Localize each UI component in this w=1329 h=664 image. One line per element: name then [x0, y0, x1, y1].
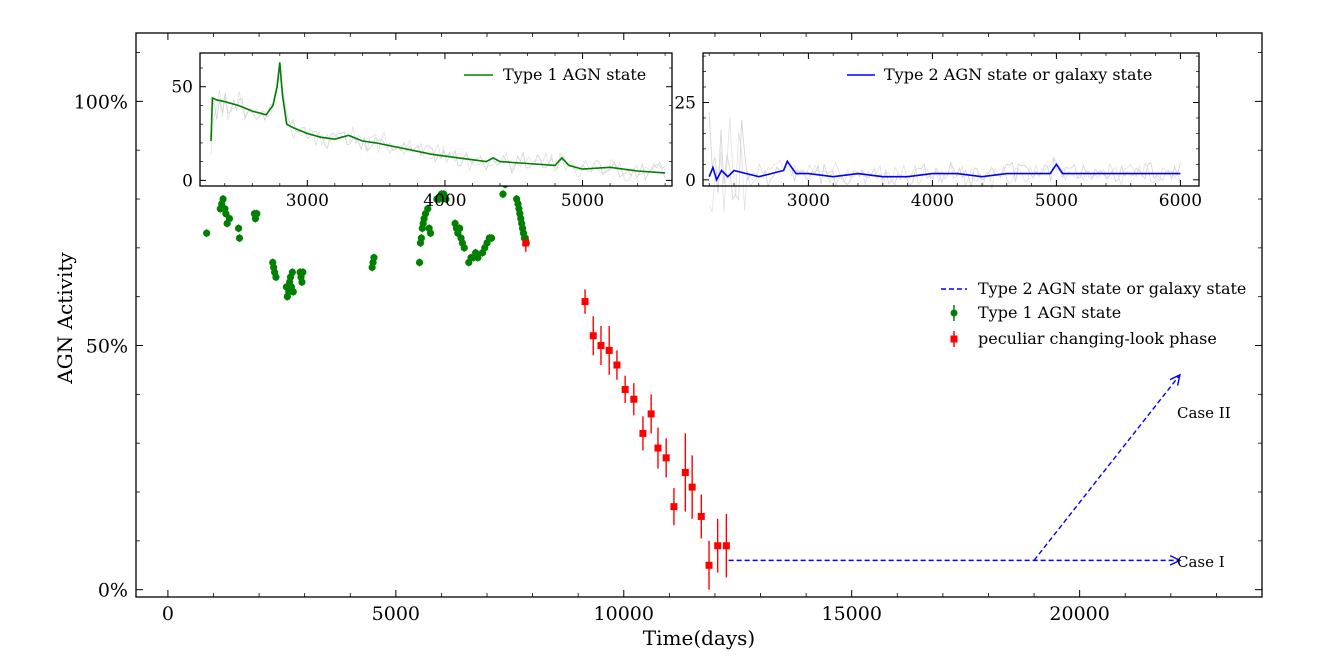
type1-point: [474, 254, 482, 262]
changing-look-point: [613, 361, 621, 369]
inset2-series-line: [708, 159, 1181, 182]
type1-point: [289, 288, 297, 296]
type1-point: [487, 234, 496, 242]
inset-y-tick-label: 25: [674, 93, 696, 113]
changing-look-point: [714, 542, 722, 550]
changing-look-point: [697, 512, 705, 520]
type1-point: [219, 195, 227, 203]
y-axis-label: AGN Activity: [53, 252, 77, 385]
type1-point: [426, 229, 435, 237]
changing-look-point: [670, 503, 678, 511]
type1-point: [460, 244, 468, 252]
case-i-projection-arrowhead: [1169, 554, 1182, 566]
x-tick-label: 20000: [1049, 603, 1109, 625]
main-legend: Type 2 AGN state or galaxy state Type 1 …: [941, 279, 1246, 348]
inset-type1: 3000 4000 5000 0 50 Type 1 AGN state: [171, 52, 673, 211]
changing-look-points: [522, 239, 730, 569]
y-tick-label: 0%: [98, 580, 128, 602]
inset1-y-ticks: 0 50: [171, 67, 672, 191]
main-y-ticks: 0% 50% 100%: [74, 52, 1262, 602]
type1-point: [456, 224, 464, 232]
changing-look-point: [705, 561, 713, 569]
legend-type1-label: Type 1 AGN state: [978, 303, 1121, 322]
type1-point: [370, 254, 378, 262]
type1-point: [234, 224, 243, 232]
type1-point: [442, 195, 450, 203]
type1-point: [253, 210, 261, 218]
type2-projection-lines: [728, 373, 1182, 566]
changing-look-errorbars: [525, 234, 728, 590]
x-axis-label: Time(days): [643, 626, 755, 650]
type1-points: [203, 146, 530, 301]
type1-point: [424, 205, 432, 213]
noise-trace: [708, 116, 1181, 214]
inset-x-tick-label: 6000: [1159, 191, 1202, 211]
type1-point: [203, 229, 211, 237]
type1-point: [288, 268, 296, 276]
inset-type2: 3000 4000 5000 6000 0 25 Type 2 AGN state or…: [674, 52, 1202, 214]
y-tick-label: 50%: [86, 336, 128, 358]
changing-look-point: [605, 346, 613, 354]
inset-x-tick-label: 3000: [286, 191, 329, 211]
type1-point: [415, 258, 424, 267]
legend-cl-marker: [950, 335, 958, 343]
case-i-label: Case I: [1177, 553, 1225, 571]
inset2-y-ticks: 0 25: [674, 55, 1199, 191]
changing-look-point: [722, 542, 730, 550]
changing-look-point: [522, 239, 530, 247]
changing-look-point: [597, 342, 605, 350]
type1-point: [235, 234, 244, 242]
type1-point: [272, 273, 280, 281]
type1-point: [417, 234, 425, 242]
inset-x-tick-label: 5000: [561, 191, 604, 211]
inset-x-tick-label: 4000: [423, 191, 466, 211]
case-ii-projection-arrowhead: [1169, 373, 1181, 386]
changing-look-point: [662, 454, 670, 462]
main-plot-frame: [135, 32, 1263, 598]
inset2-frame: [702, 52, 1200, 187]
changing-look-point: [688, 483, 696, 491]
type1-point: [298, 278, 306, 286]
changing-look-point: [654, 444, 662, 452]
inset-x-tick-label: 3000: [787, 191, 830, 211]
changing-look-point: [647, 410, 655, 418]
changing-look-point: [589, 332, 597, 340]
inset-x-tick-label: 4000: [911, 191, 954, 211]
x-tick-label: 15000: [821, 603, 881, 625]
inset1-x-ticks: 3000 4000 5000: [224, 53, 666, 211]
inset2-x-ticks: 3000 4000 5000 6000: [708, 53, 1202, 211]
x-tick-label: 10000: [594, 603, 654, 625]
y-tick-label: 100%: [74, 91, 128, 113]
type1-point: [299, 268, 307, 276]
legend-type2-label: Type 2 AGN state or galaxy state: [978, 279, 1246, 298]
inset1-series-line: [210, 62, 666, 174]
inset2-legend-label: Type 2 AGN state or galaxy state: [884, 65, 1152, 84]
case-ii-projection: [1033, 374, 1181, 561]
changing-look-point: [581, 298, 589, 306]
changing-look-point: [639, 429, 647, 437]
inset-y-tick-label: 50: [171, 78, 193, 98]
type1-point: [499, 190, 507, 198]
changing-look-point: [621, 385, 629, 393]
main-x-ticks: 0 5000 10000 15000 20000: [162, 33, 1217, 625]
changing-look-point: [681, 468, 689, 476]
x-tick-label: 0: [162, 603, 174, 625]
legend-cl-label: peculiar changing-look phase: [978, 329, 1217, 348]
case-ii-label: Case II: [1177, 404, 1231, 422]
inset1-frame: [199, 52, 673, 187]
inset1-legend-label: Type 1 AGN state: [503, 65, 646, 84]
inset-y-tick-label: 0: [685, 171, 696, 191]
changing-look-point: [630, 395, 638, 403]
type1-point: [225, 214, 234, 223]
inset-y-tick-label: 0: [182, 171, 193, 191]
x-tick-label: 5000: [372, 603, 420, 625]
inset-x-tick-label: 5000: [1035, 191, 1078, 211]
legend-type1-marker: [950, 309, 958, 317]
